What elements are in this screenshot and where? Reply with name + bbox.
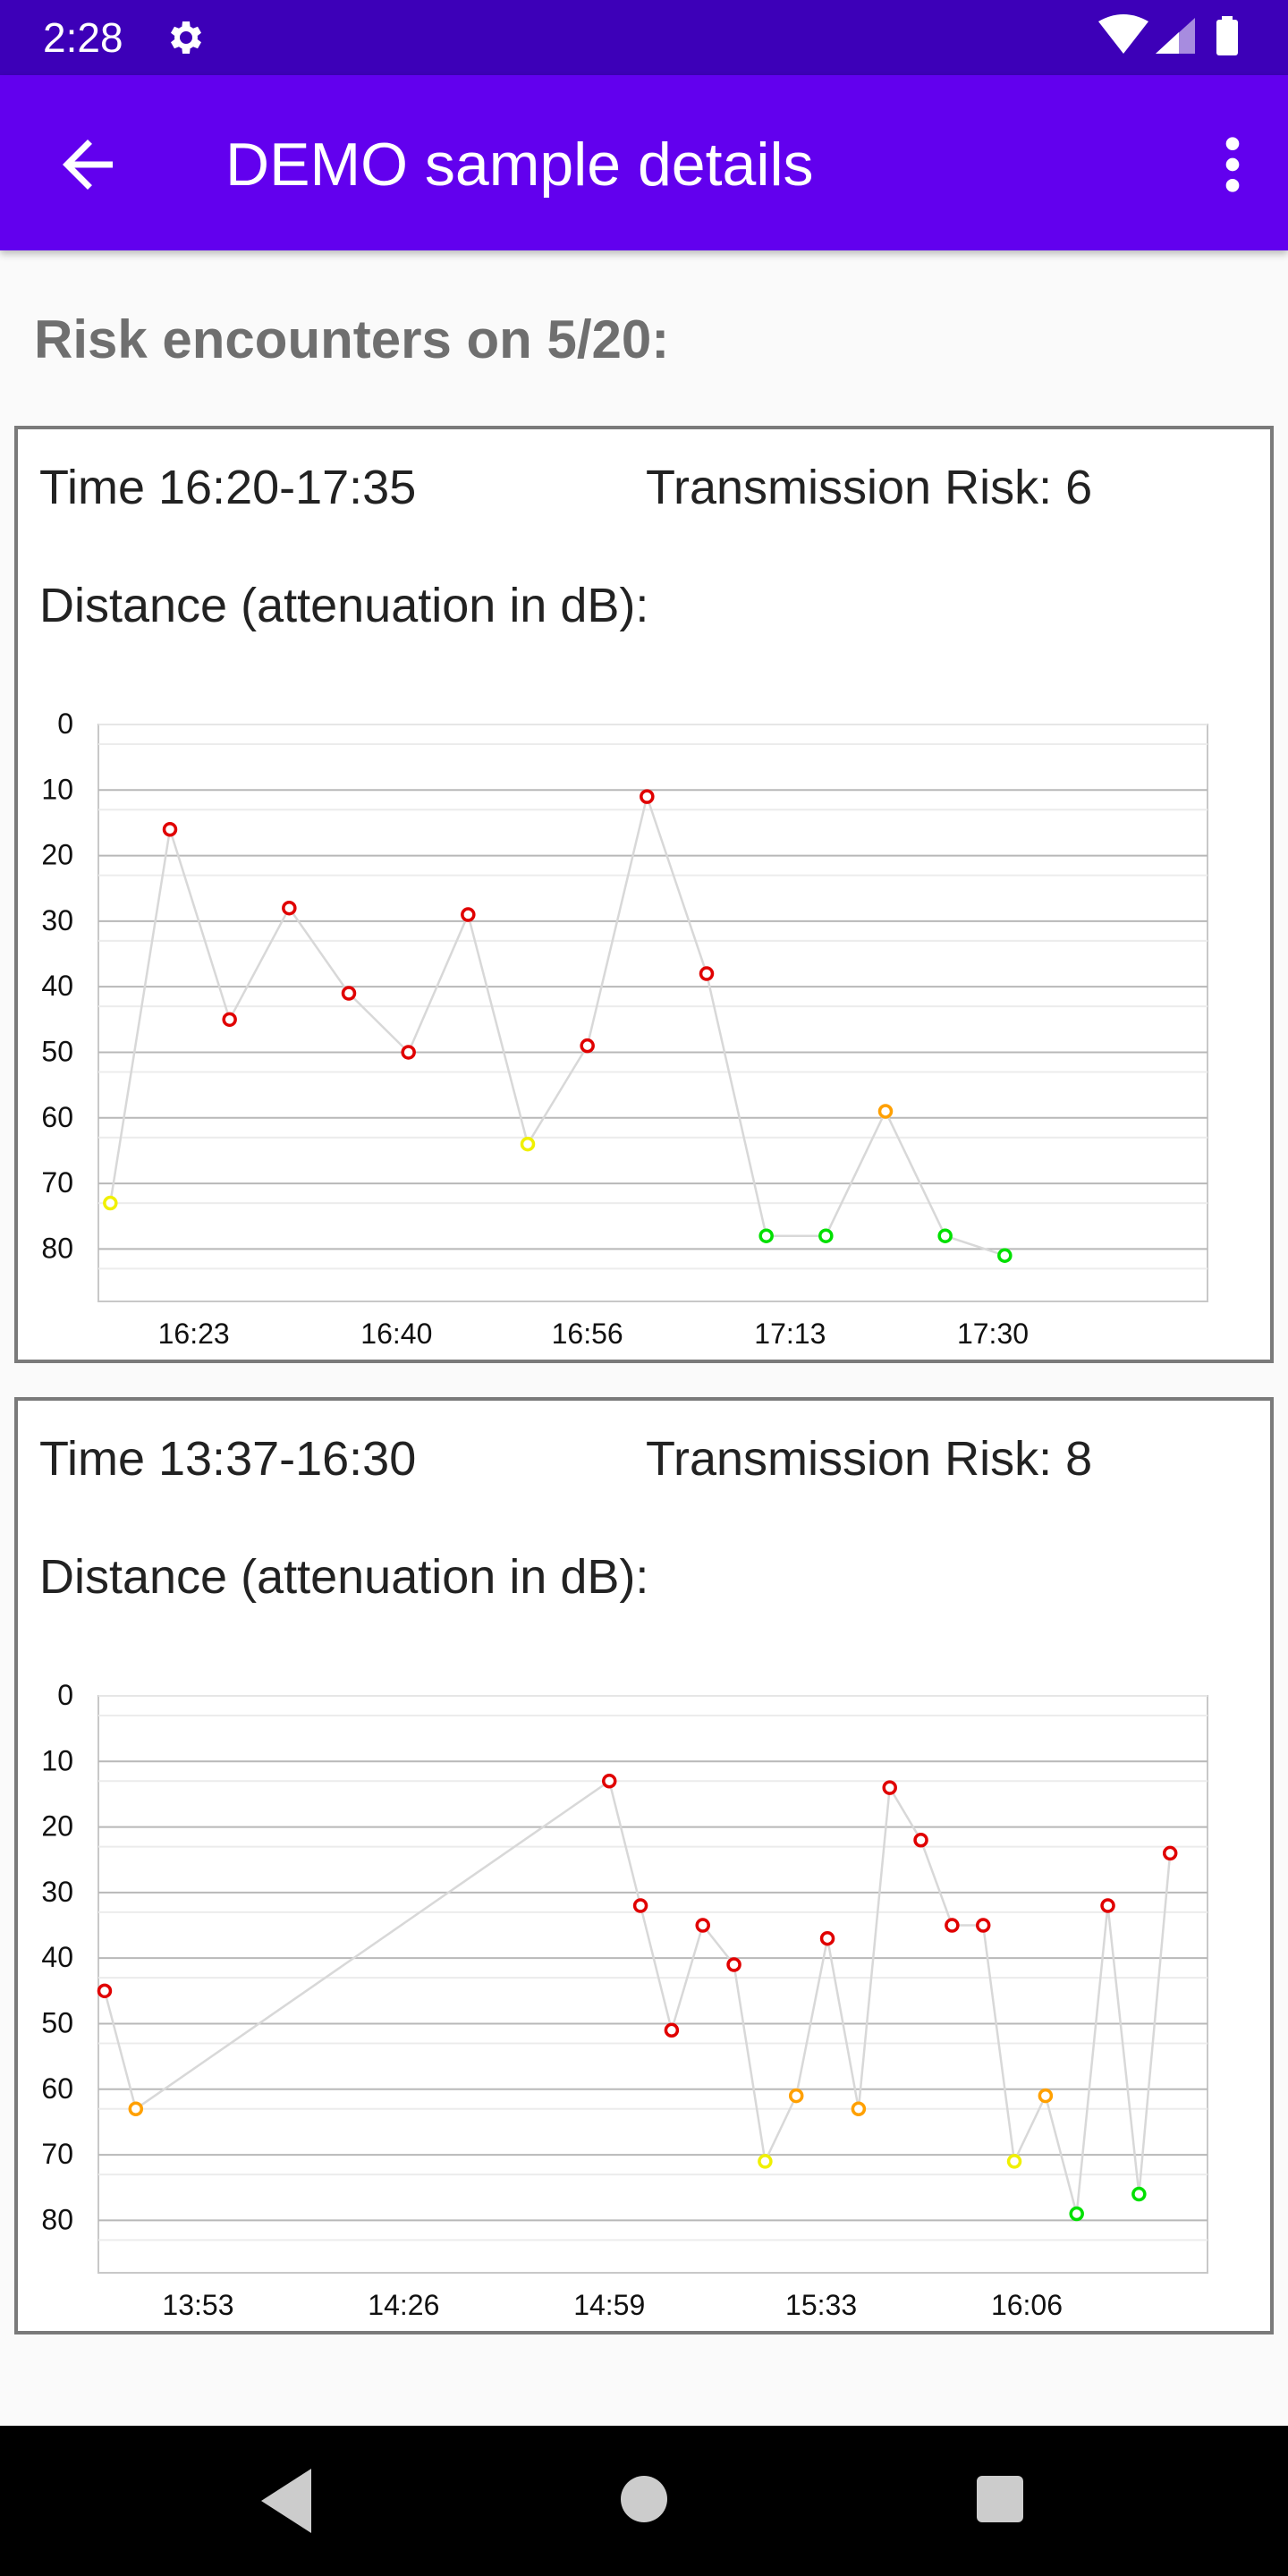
- y-tick-label: 40: [41, 1941, 73, 1973]
- data-point: [1162, 1845, 1178, 1861]
- encounter-card: Time 13:37-16:30 Transmission Risk: 8 Di…: [14, 1397, 1274, 2334]
- y-tick-label: 50: [41, 2006, 73, 2038]
- data-point: [580, 1038, 595, 1054]
- series-line: [109, 792, 1005, 1257]
- data-point: [788, 2088, 804, 2104]
- section-title: Risk encounters on 5/20:: [34, 309, 670, 369]
- data-point: [520, 1136, 536, 1152]
- y-tick-label: 30: [41, 1876, 73, 1908]
- nav-back-icon[interactable]: [258, 2465, 315, 2537]
- data-point: [461, 907, 476, 922]
- data-point: [97, 1983, 113, 1999]
- x-tick-label: 13:53: [162, 2289, 233, 2321]
- x-tick-label: 15:33: [785, 2289, 857, 2321]
- data-point: [695, 1918, 710, 1933]
- data-point: [401, 1045, 416, 1060]
- data-point: [341, 986, 357, 1001]
- page-title: DEMO sample details: [225, 131, 814, 199]
- y-tick-label: 40: [41, 970, 73, 1002]
- attenuation-chart: 0 10 20 30 40 50 60 70 80 16:23 16:40 16:56 17:13 17:…: [41, 708, 1208, 1350]
- data-point: [937, 1228, 953, 1243]
- wifi-icon: [1098, 14, 1148, 54]
- data-point: [1069, 2206, 1084, 2222]
- encounter-card: Time 16:20-17:35 Transmission Risk: 6 Di…: [14, 426, 1274, 1363]
- x-tick-label: 16:06: [991, 2289, 1063, 2321]
- app-bar: DEMO sample details: [0, 75, 1288, 250]
- data-point: [1131, 2186, 1147, 2202]
- y-tick-label: 30: [41, 904, 73, 936]
- data-point: [818, 1228, 834, 1243]
- y-tick-label: 0: [57, 708, 73, 740]
- data-point: [975, 1918, 991, 1933]
- transmission-risk: Transmission Risk: 8: [646, 1432, 1093, 1486]
- data-point: [758, 1228, 774, 1243]
- encounter-time: Time 13:37-16:30: [39, 1432, 417, 1486]
- x-tick-label: 17:30: [957, 1318, 1029, 1350]
- data-point: [758, 2154, 773, 2169]
- data-point: [877, 1104, 894, 1119]
- plot-frame: [97, 1695, 1208, 2274]
- data-point: [699, 966, 715, 981]
- distance-label: Distance (attenuation in dB):: [39, 579, 649, 632]
- status-bar: 2:28: [0, 0, 1288, 75]
- navigation-bar: [0, 2426, 1288, 2576]
- data-point: [1038, 2088, 1054, 2104]
- y-tick-label: 10: [41, 1744, 73, 1776]
- data-point: [882, 1780, 897, 1795]
- y-tick-label: 20: [41, 839, 73, 871]
- y-tick-label: 20: [41, 1810, 73, 1843]
- battery-icon: [1216, 20, 1238, 55]
- y-tick-label: 50: [41, 1035, 73, 1067]
- encounter-time: Time 16:20-17:35: [39, 461, 417, 514]
- data-point: [945, 1918, 960, 1933]
- y-tick-label: 80: [41, 1232, 73, 1264]
- y-tick-label: 70: [41, 2138, 73, 2170]
- transmission-risk: Transmission Risk: 6: [646, 461, 1093, 514]
- data-point: [819, 1930, 835, 1946]
- status-icons: [1098, 14, 1238, 55]
- distance-label: Distance (attenuation in dB):: [39, 1550, 649, 1604]
- gear-icon: [171, 21, 201, 54]
- more-vert-icon[interactable]: [1213, 129, 1252, 200]
- data-point: [726, 1957, 741, 1972]
- data-point: [162, 822, 178, 837]
- data-point: [997, 1248, 1013, 1263]
- x-tick-label: 14:59: [573, 2289, 645, 2321]
- x-tick-label: 14:26: [368, 2289, 439, 2321]
- y-tick-label: 0: [57, 1679, 73, 1711]
- y-tick-label: 60: [41, 1101, 73, 1133]
- y-tick-label: 60: [41, 2072, 73, 2105]
- nav-home-icon[interactable]: [621, 2476, 667, 2522]
- y-tick-label: 70: [41, 1166, 73, 1199]
- data-point: [640, 789, 655, 804]
- data-point: [282, 900, 297, 916]
- status-time: 2:28: [43, 14, 123, 61]
- data-point: [1006, 2154, 1022, 2169]
- data-point: [632, 1898, 648, 1913]
- nav-recents-icon[interactable]: [977, 2476, 1023, 2522]
- data-point: [103, 1195, 118, 1211]
- data-point: [1100, 1898, 1115, 1913]
- y-tick-label: 80: [41, 2203, 73, 2235]
- data-point: [664, 2022, 680, 2038]
- attenuation-chart: 0 10 20 30 40 50 60 70 80 13:53 14:26 14:59 15:33 16:…: [41, 1679, 1208, 2321]
- back-arrow-icon[interactable]: [50, 127, 125, 202]
- data-point: [851, 2101, 867, 2117]
- y-tick-label: 10: [41, 773, 73, 805]
- x-tick-label: 16:23: [158, 1318, 230, 1350]
- data-point: [222, 1012, 237, 1028]
- x-tick-label: 16:56: [552, 1318, 623, 1350]
- data-point: [601, 1774, 617, 1789]
- x-tick-label: 16:40: [360, 1318, 432, 1350]
- data-point: [913, 1833, 928, 1848]
- data-point: [128, 2101, 144, 2117]
- x-tick-label: 17:13: [754, 1318, 826, 1350]
